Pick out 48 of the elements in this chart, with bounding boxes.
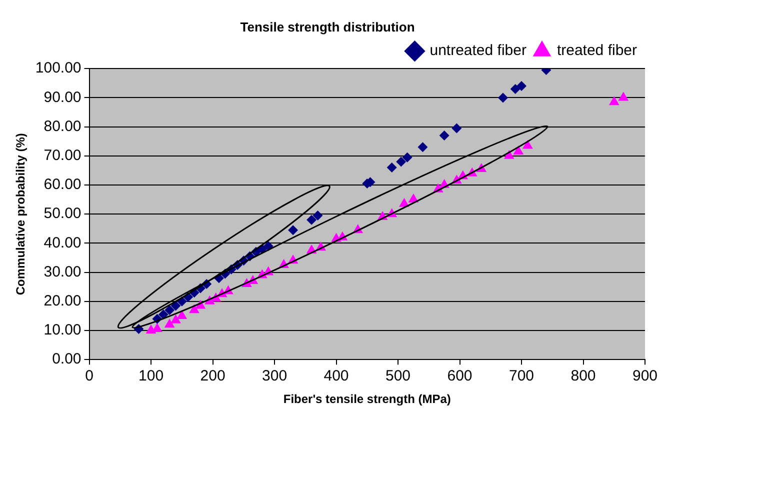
point [176, 310, 188, 319]
point [170, 300, 181, 311]
point [618, 92, 629, 101]
x-tick-label: 500 [385, 368, 411, 385]
point [312, 210, 323, 221]
point [439, 130, 450, 141]
y-tick-label: 50.00 [44, 205, 82, 222]
y-tick-label: 30.00 [44, 263, 82, 280]
y-tick-label: 90.00 [44, 88, 82, 106]
y-tick-label: 20.00 [44, 292, 82, 310]
x-tick-label: 300 [262, 368, 288, 385]
y-axis-title: Commulative probability (%) [14, 133, 28, 296]
point [158, 309, 168, 320]
point [288, 225, 298, 236]
point [152, 323, 162, 332]
point [608, 96, 620, 106]
point [170, 314, 181, 324]
point [452, 123, 462, 134]
y-tick-label: 40.00 [44, 234, 82, 252]
point [306, 214, 317, 225]
x-tick-label: 200 [200, 368, 226, 385]
x-axis-title: Fiber's tensile strength (MPa) [283, 392, 451, 406]
point [164, 305, 175, 316]
x-tick-label: 400 [324, 368, 349, 385]
point [402, 152, 412, 162]
y-tick-label: 0.00 [52, 350, 82, 368]
y-tick-label: 60.00 [44, 176, 82, 194]
legend-label: treated fiber [556, 42, 638, 60]
x-tick-label: 100 [138, 368, 164, 385]
legend-label: untreated fiber [430, 42, 526, 60]
chart-title: Tensile strength distribution [240, 19, 415, 34]
y-tick-label: 70.00 [44, 147, 82, 164]
x-tick-label: 900 [632, 368, 658, 385]
x-tick-label: 600 [447, 368, 472, 385]
x-tick-label: 0 [85, 368, 94, 385]
y-tick-label: 100.00 [35, 60, 82, 77]
y-tick-label: 80.00 [44, 118, 82, 135]
point [510, 84, 520, 94]
point [418, 142, 428, 152]
point [396, 156, 406, 167]
point [386, 162, 397, 173]
x-tick-label: 800 [570, 368, 596, 385]
point [164, 318, 175, 328]
point [513, 146, 524, 155]
y-tick-label: 10.00 [44, 322, 82, 339]
x-tick-label: 700 [508, 368, 534, 385]
point [516, 81, 527, 92]
point [498, 92, 508, 103]
